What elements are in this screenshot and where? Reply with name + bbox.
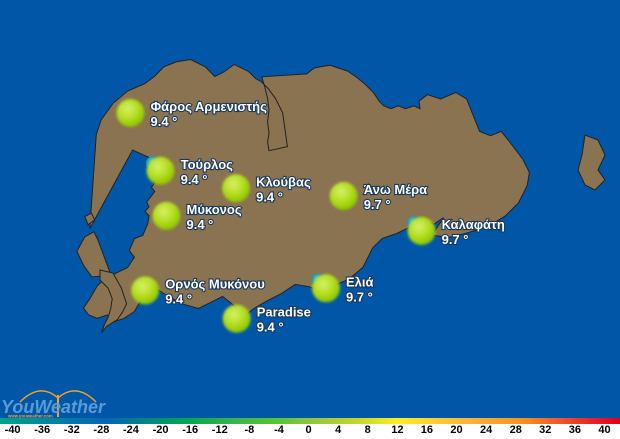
- svg-text:9.4 °: 9.4 °: [165, 291, 192, 306]
- svg-text:Ορνός Μυκόνου: Ορνός Μυκόνου: [165, 276, 265, 291]
- svg-text:Άνω Μέρα: Άνω Μέρα: [364, 182, 427, 197]
- svg-text:9.7 °: 9.7 °: [364, 197, 391, 212]
- svg-text:Paradise: Paradise: [257, 305, 311, 320]
- svg-text:9.4 °: 9.4 °: [256, 189, 283, 204]
- svg-text:9.4 °: 9.4 °: [151, 114, 178, 129]
- svg-text:9.4 °: 9.4 °: [187, 217, 214, 232]
- svg-text:9.7 °: 9.7 °: [442, 232, 469, 247]
- svg-text:Μύκονος: Μύκονος: [187, 202, 242, 217]
- svg-text:Κλούβας: Κλούβας: [256, 174, 311, 189]
- svg-text:9.4 °: 9.4 °: [257, 320, 284, 335]
- svg-text:9.4 °: 9.4 °: [181, 172, 208, 187]
- svg-text:Φάρος Αρμενιστής: Φάρος Αρμενιστής: [151, 99, 268, 114]
- svg-text:Ελιά: Ελιά: [346, 274, 374, 289]
- svg-text:9.7 °: 9.7 °: [346, 289, 373, 304]
- svg-text:Καλαφάτη: Καλαφάτη: [442, 217, 505, 232]
- svg-text:www.youweather.com: www.youweather.com: [7, 414, 53, 419]
- svg-text:Τούρλος: Τούρλος: [181, 157, 234, 172]
